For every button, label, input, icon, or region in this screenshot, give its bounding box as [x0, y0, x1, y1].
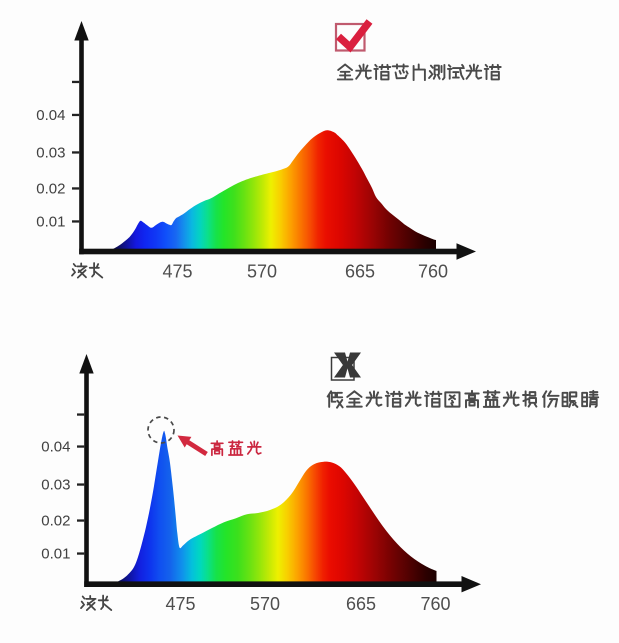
svg-text:475: 475 [162, 262, 192, 282]
svg-text:0.02: 0.02 [36, 181, 65, 198]
svg-text:760: 760 [420, 594, 450, 614]
svg-text:0.02: 0.02 [41, 513, 70, 530]
svg-text:0.04: 0.04 [41, 439, 70, 456]
svg-text:0.03: 0.03 [41, 477, 70, 494]
svg-text:475: 475 [165, 594, 195, 614]
svg-text:665: 665 [345, 262, 375, 282]
svg-text:665: 665 [346, 594, 376, 614]
svg-text:760: 760 [418, 262, 448, 282]
svg-text:0.01: 0.01 [36, 214, 65, 231]
svg-text:0.04: 0.04 [36, 107, 65, 124]
svg-text:0.01: 0.01 [41, 546, 70, 563]
svg-text:570: 570 [247, 262, 277, 282]
svg-text:0.03: 0.03 [36, 145, 65, 162]
svg-text:570: 570 [250, 594, 280, 614]
